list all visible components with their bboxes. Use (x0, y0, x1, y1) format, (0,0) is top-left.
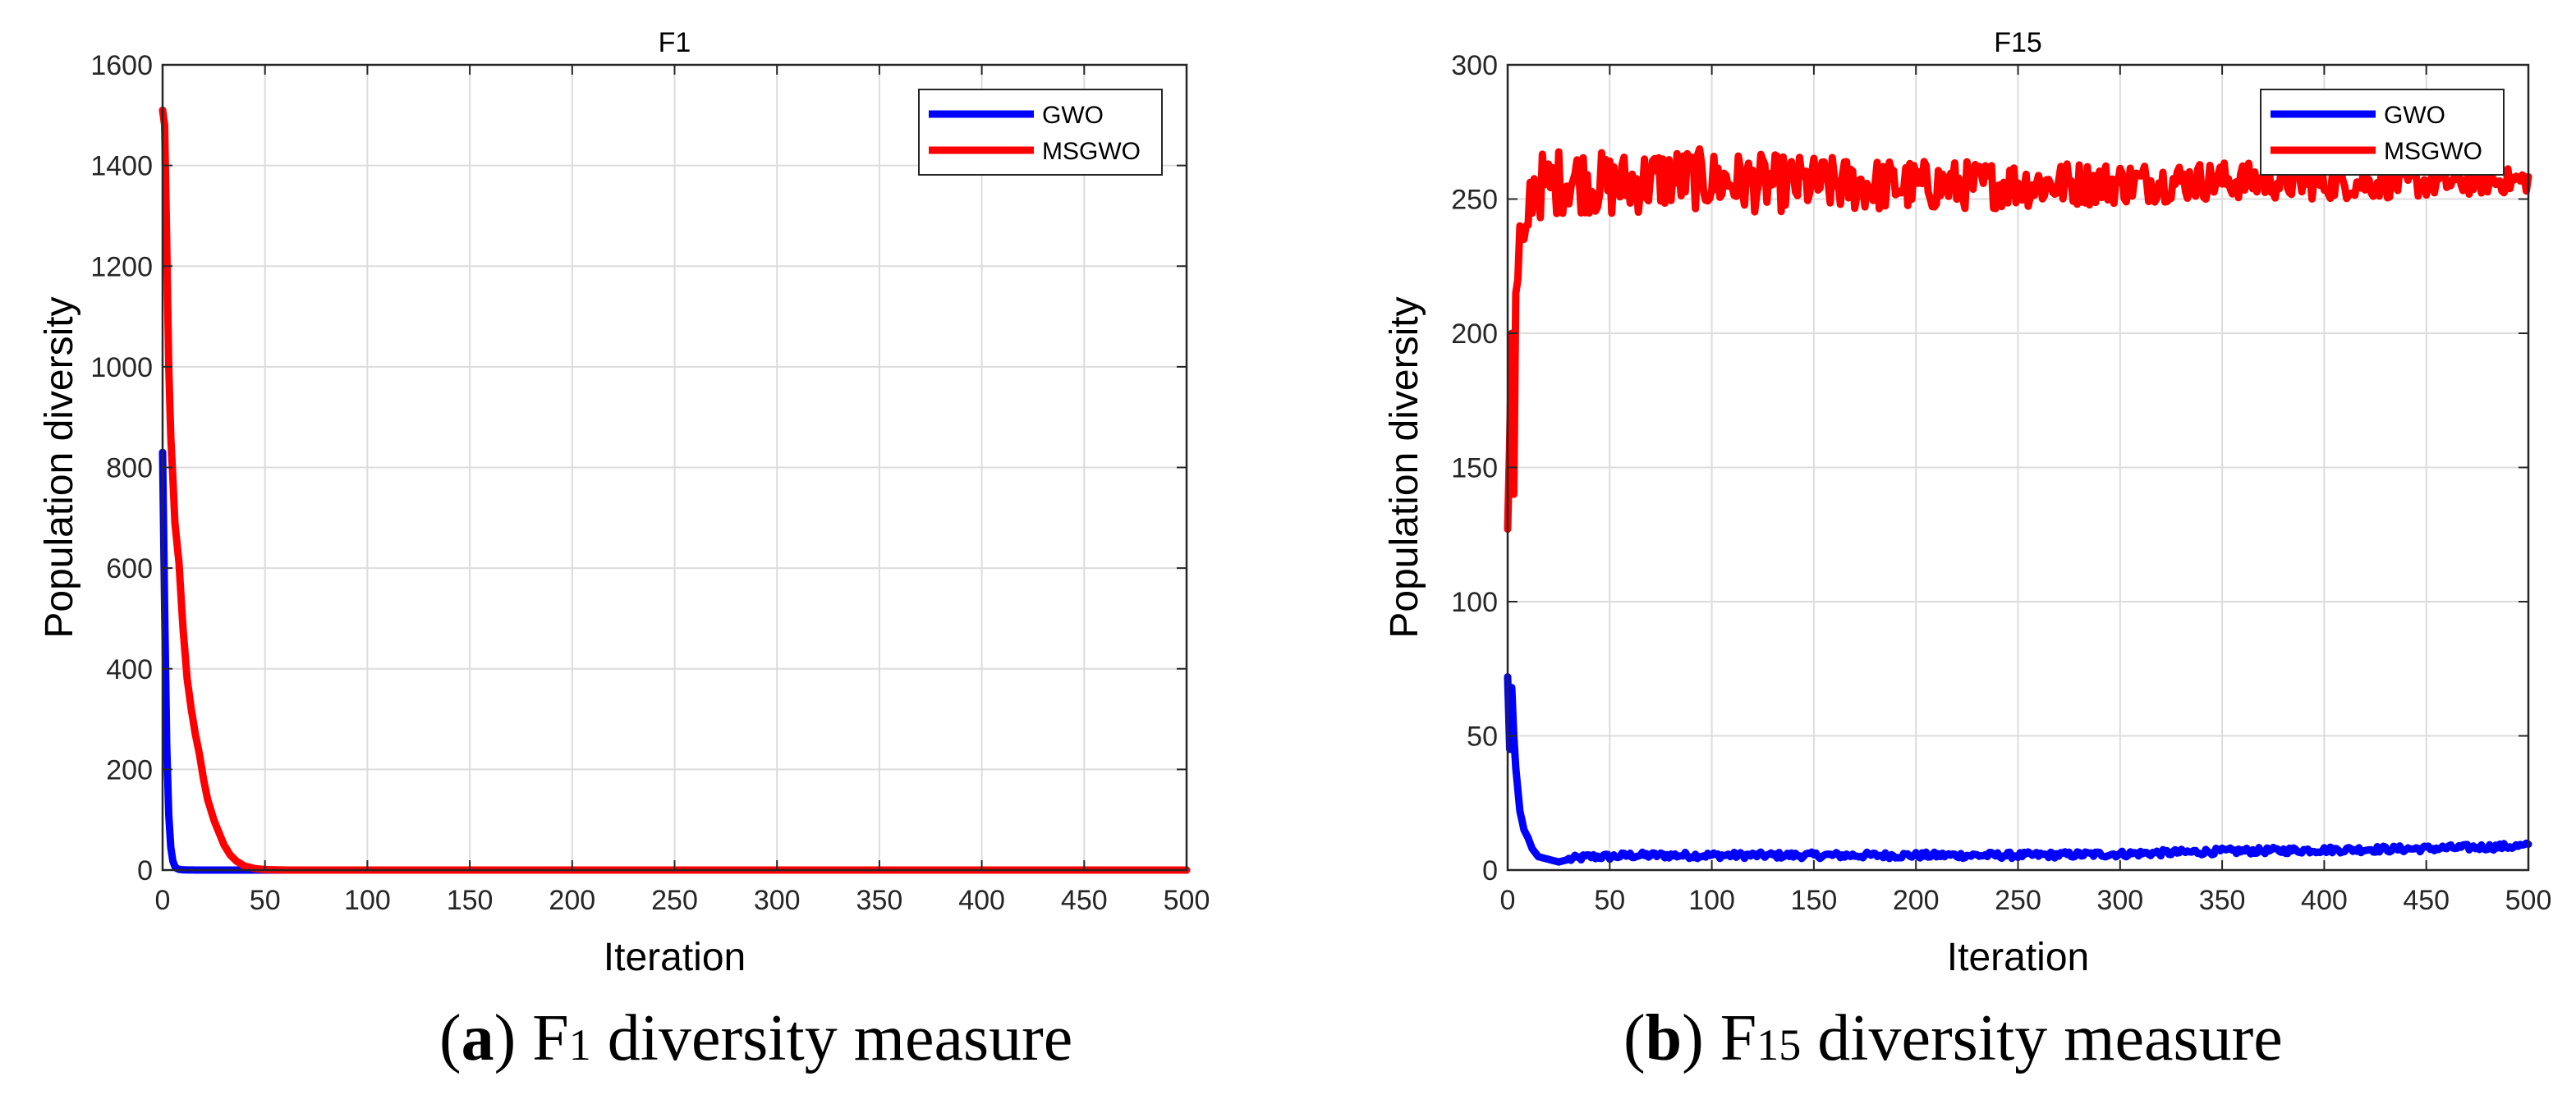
legend-box (918, 89, 1163, 176)
x-tick-label: 450 (1061, 885, 1108, 916)
y-tick-label: 100 (1451, 587, 1498, 618)
x-tick-label: 300 (2096, 885, 2143, 916)
caption-b: (b) F15 diversity measure (1623, 1002, 2283, 1074)
caption-b-letter: b (1645, 1002, 1683, 1074)
x-tick-label: 100 (1688, 885, 1735, 916)
caption-b-func: F (1720, 1002, 1757, 1074)
chart-2: 0 50 100 150 200 250 300 350 400 450 500 0 50 100 150 2… (1383, 27, 2551, 979)
x-tick-label: 200 (1893, 885, 1940, 916)
y-tick-label: 300 (1451, 50, 1498, 81)
y-tick-label: 150 (1451, 453, 1498, 484)
x-tick-label: 100 (344, 885, 391, 916)
chart-title: F15 (1994, 27, 2042, 58)
caption-b-sub: 15 (1756, 1020, 1802, 1070)
x-tick-label: 0 (155, 885, 171, 916)
caption-a-text: diversity measure (607, 1002, 1073, 1074)
y-tick-label: 250 (1451, 185, 1498, 216)
chart-title: F1 (659, 27, 691, 58)
caption-a-letter: a (461, 1002, 494, 1074)
y-tick-label: 200 (1451, 318, 1498, 350)
y-tick-label: 400 (106, 654, 153, 685)
y-tick-label: 0 (1482, 855, 1498, 886)
x-tick-label: 50 (250, 885, 281, 916)
x-tick-label: 150 (1791, 885, 1838, 916)
x-tick-label: 200 (549, 885, 595, 916)
x-tick-label: 300 (754, 885, 801, 916)
y-tick-label: 50 (1467, 721, 1498, 753)
legend-box (2260, 89, 2505, 176)
x-axis-label: Iteration (1947, 936, 2089, 979)
x-tick-label: 500 (1164, 885, 1210, 916)
x-tick-label: 150 (447, 885, 494, 916)
x-tick-label: 250 (1995, 885, 2041, 916)
x-axis-label: Iteration (604, 936, 746, 979)
x-tick-label: 500 (2505, 885, 2552, 916)
legend-label-msgwo: MSGWO (2384, 138, 2482, 165)
legend-label-gwo: GWO (1042, 102, 1104, 129)
y-axis-label: Population diversity (38, 296, 81, 638)
x-tick-label: 450 (2403, 885, 2450, 916)
x-tick-label: 400 (958, 885, 1005, 916)
y-tick-label: 600 (106, 553, 153, 584)
caption-a-sub: 1 (568, 1020, 591, 1070)
legend-label-gwo: GWO (2384, 102, 2445, 129)
x-tick-label: 400 (2301, 885, 2348, 916)
y-tick-label: 0 (137, 855, 153, 886)
x-tick-label: 250 (651, 885, 698, 916)
y-tick-label: 200 (106, 754, 153, 786)
caption-a: (a) F1 diversity measure (439, 1002, 1073, 1074)
y-tick-label: 1200 (90, 251, 153, 282)
series-line-gwo (1504, 673, 2532, 866)
y-tick-label: 1400 (90, 151, 153, 182)
x-tick-label: 50 (1594, 885, 1625, 916)
caption-b-text: diversity measure (1817, 1002, 2283, 1074)
series-line-msgwo (1504, 145, 2532, 534)
x-tick-label: 0 (1500, 885, 1516, 916)
legend-label-msgwo: MSGWO (1042, 138, 1141, 165)
y-tick-label: 800 (106, 453, 153, 484)
y-tick-label: 1600 (90, 50, 153, 81)
y-tick-label: 1000 (90, 352, 153, 383)
x-tick-label: 350 (2199, 885, 2246, 916)
caption-a-func: F (532, 1002, 569, 1074)
chart-1: 0 50 100 150 200 250 300 350 400 450 500 0 200 400 600… (38, 27, 1210, 979)
x-tick-label: 350 (856, 885, 903, 916)
y-axis-label: Population diversity (1383, 296, 1426, 638)
